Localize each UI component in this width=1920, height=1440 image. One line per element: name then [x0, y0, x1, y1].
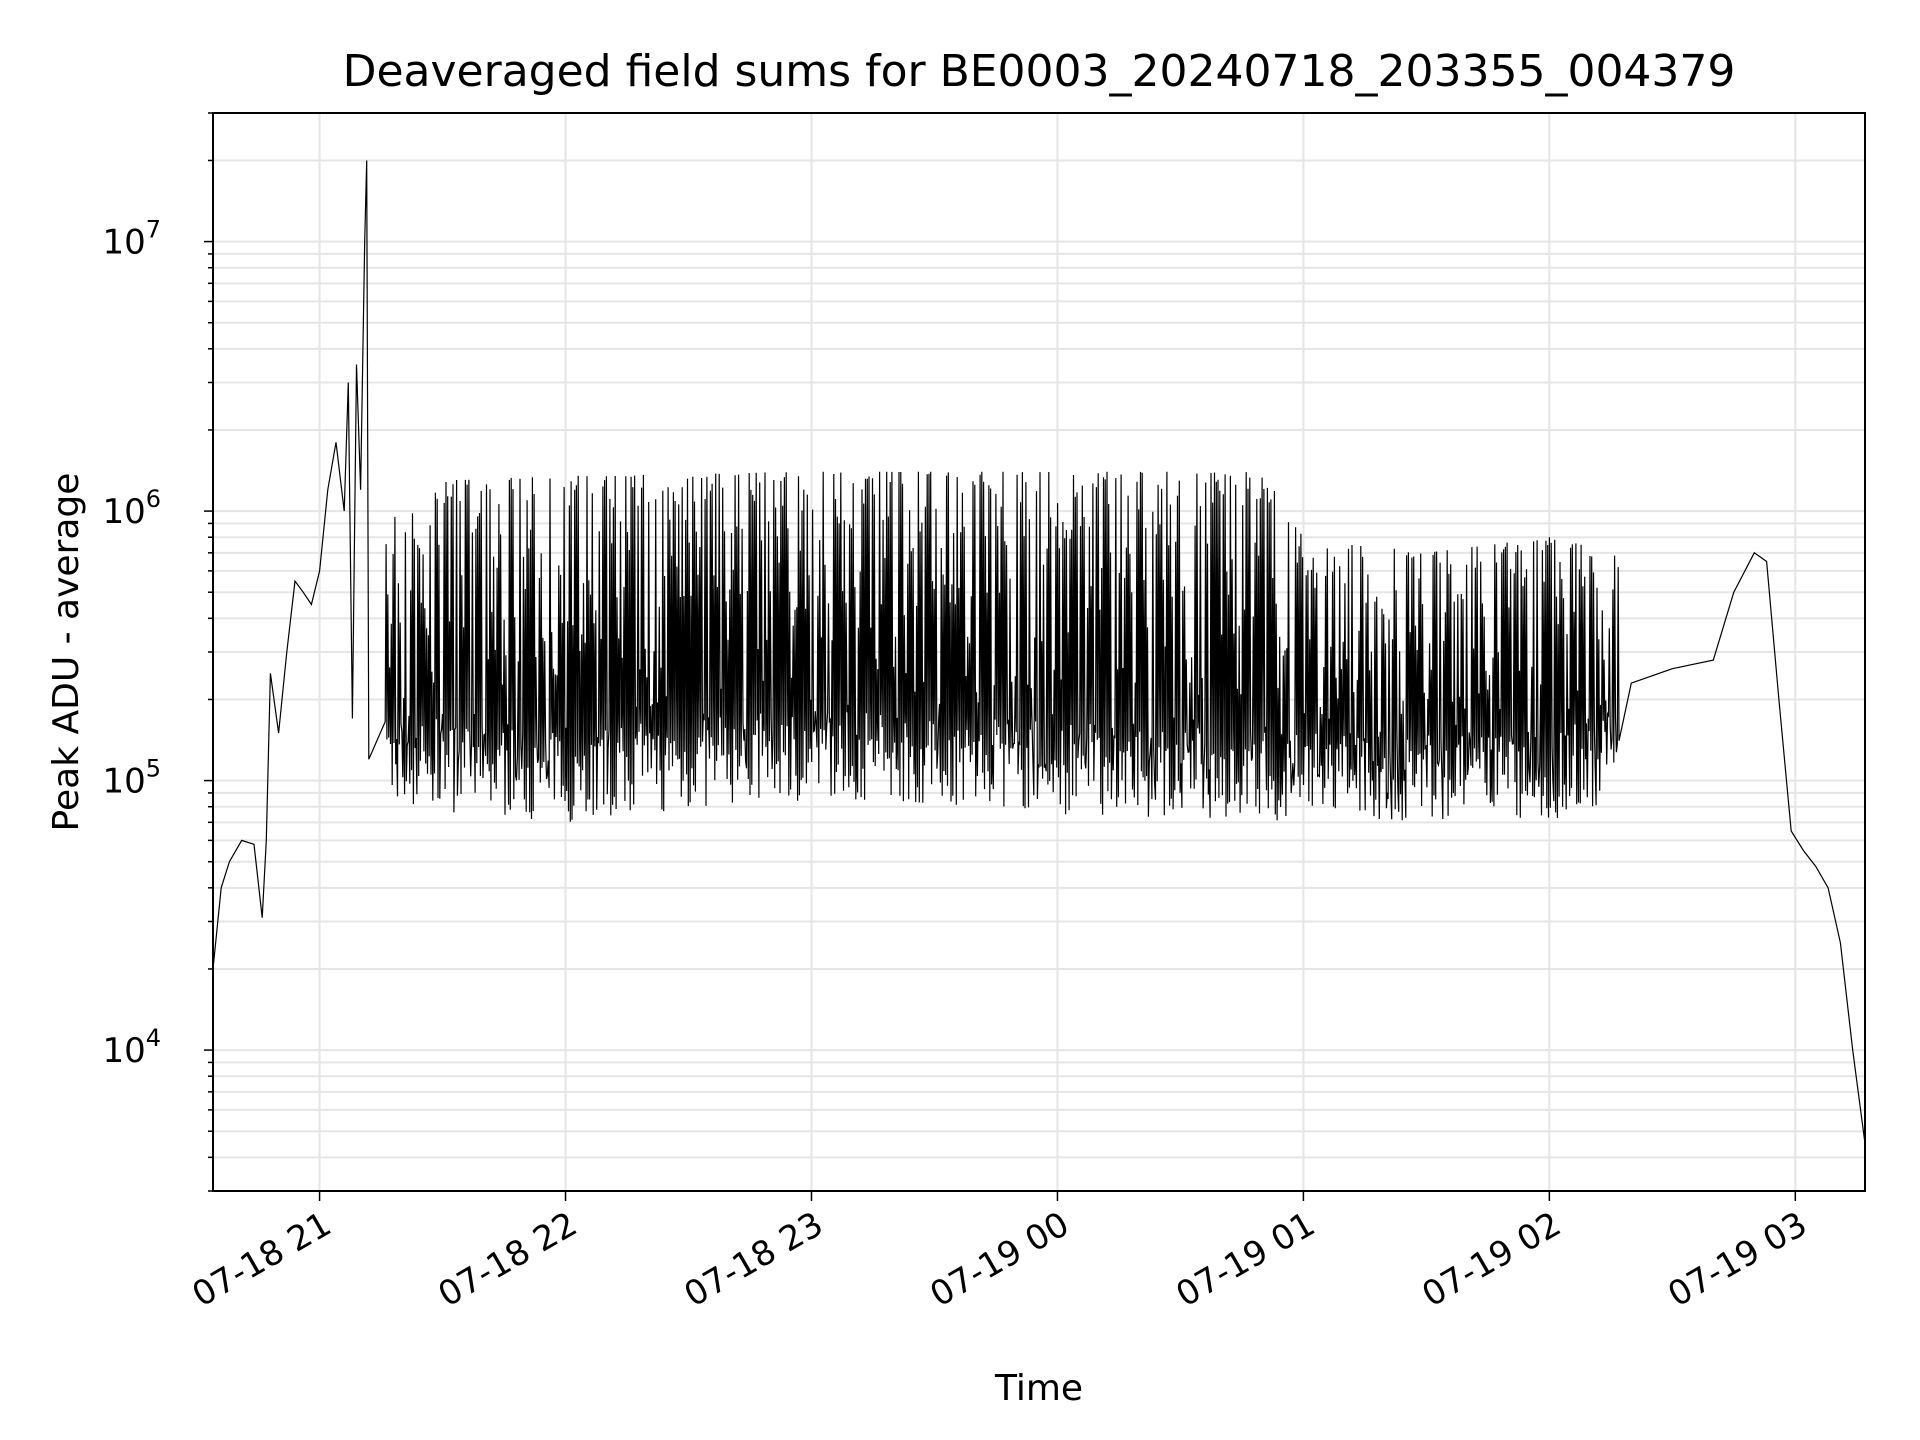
y-tick-label: 107 — [102, 216, 161, 263]
plot-area — [213, 160, 1865, 1144]
y-tick-label: 105 — [102, 755, 161, 802]
chart-title: Deaveraged field sums for BE0003_2024071… — [343, 46, 1736, 97]
y-tick-label: 106 — [102, 485, 161, 532]
series-line — [213, 160, 1865, 1144]
y-axis-label: Peak ADU - average — [46, 473, 87, 832]
y-tick-label: 104 — [102, 1024, 161, 1071]
x-axis-label: Time — [994, 1368, 1083, 1409]
